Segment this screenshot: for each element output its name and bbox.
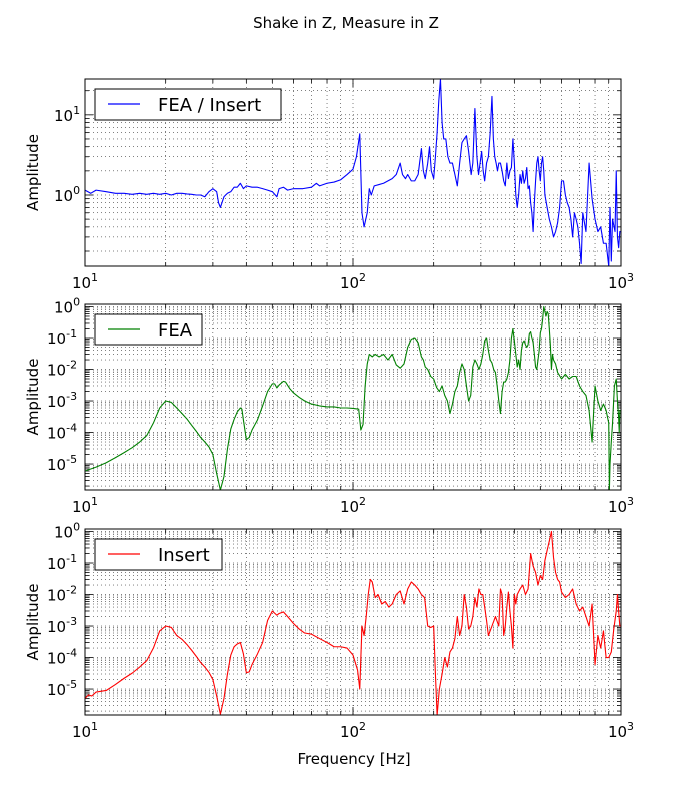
y-tick-label: 10-1 bbox=[47, 327, 77, 348]
axes-frame bbox=[84, 78, 622, 267]
y-axis-label: Amplitude bbox=[24, 584, 42, 661]
y-tick-label: 10-4 bbox=[47, 422, 77, 443]
y-tick-label: 100 bbox=[54, 184, 80, 205]
y-tick-label: 100 bbox=[54, 295, 80, 316]
legend-box bbox=[94, 538, 223, 571]
panel-fea-insert: 101 102 103 100 101 Amplitude FEA / Insert bbox=[24, 78, 634, 292]
series-line-fea-insert bbox=[85, 79, 621, 266]
legend-label: FEA bbox=[158, 320, 193, 341]
x-tick-labels: 101 102 103 bbox=[72, 495, 634, 516]
legend-insert: Insert bbox=[94, 538, 223, 571]
y-tick-label: 10-5 bbox=[47, 678, 77, 699]
series-line-fea bbox=[85, 305, 621, 490]
y-tick-label: 10-4 bbox=[47, 647, 77, 668]
legend-label: FEA / Insert bbox=[158, 95, 261, 116]
x-tick-label: 101 bbox=[72, 271, 98, 292]
y-tick-label: 10-5 bbox=[47, 453, 77, 474]
x-tick-label: 103 bbox=[608, 495, 634, 516]
ticks bbox=[84, 304, 622, 490]
y-tick-labels: 100 101 bbox=[54, 104, 80, 205]
x-tick-label: 101 bbox=[72, 720, 98, 741]
axes-frame bbox=[84, 528, 622, 716]
y-tick-labels: 10-5 10-4 10-3 10-2 10-1 100 bbox=[47, 520, 80, 699]
y-tick-label: 10-3 bbox=[47, 615, 77, 636]
legend-fea: FEA bbox=[94, 313, 203, 346]
y-tick-label: 10-2 bbox=[47, 359, 77, 380]
x-tick-labels: 101 102 103 bbox=[72, 720, 634, 741]
x-tick-labels: 101 102 103 bbox=[72, 271, 634, 292]
x-tick-label: 102 bbox=[340, 720, 366, 741]
x-tick-label: 102 bbox=[340, 495, 366, 516]
panel-fea: 101 102 103 10-5 10-4 10-3 10-2 10-1 100 Amplitud… bbox=[24, 295, 634, 516]
grid bbox=[85, 529, 621, 715]
panel-insert: 101 102 103 10-5 10-4 10-3 10-2 10-1 100 Amplitud… bbox=[24, 520, 634, 741]
x-tick-label: 103 bbox=[608, 271, 634, 292]
y-axis-label: Amplitude bbox=[24, 359, 42, 436]
y-axis-label: Amplitude bbox=[24, 134, 42, 211]
x-tick-label: 101 bbox=[72, 495, 98, 516]
legend-fea-insert: FEA / Insert bbox=[94, 88, 282, 121]
series-line-insert bbox=[85, 530, 621, 715]
axes-frame bbox=[84, 303, 622, 491]
y-tick-label: 101 bbox=[54, 104, 80, 125]
y-tick-label: 10-3 bbox=[47, 390, 77, 411]
x-tick-label: 102 bbox=[340, 271, 366, 292]
y-tick-label: 10-1 bbox=[47, 552, 77, 573]
x-tick-label: 103 bbox=[608, 720, 634, 741]
y-tick-label: 100 bbox=[54, 520, 80, 541]
x-axis-label: Frequency [Hz] bbox=[297, 750, 410, 768]
figure-title: Shake in Z, Measure in Z bbox=[253, 14, 439, 32]
legend-box bbox=[94, 88, 282, 121]
y-tick-labels: 10-5 10-4 10-3 10-2 10-1 100 bbox=[47, 295, 80, 474]
grid bbox=[85, 79, 621, 266]
y-tick-label: 10-2 bbox=[47, 584, 77, 605]
legend-label: Insert bbox=[158, 545, 210, 566]
